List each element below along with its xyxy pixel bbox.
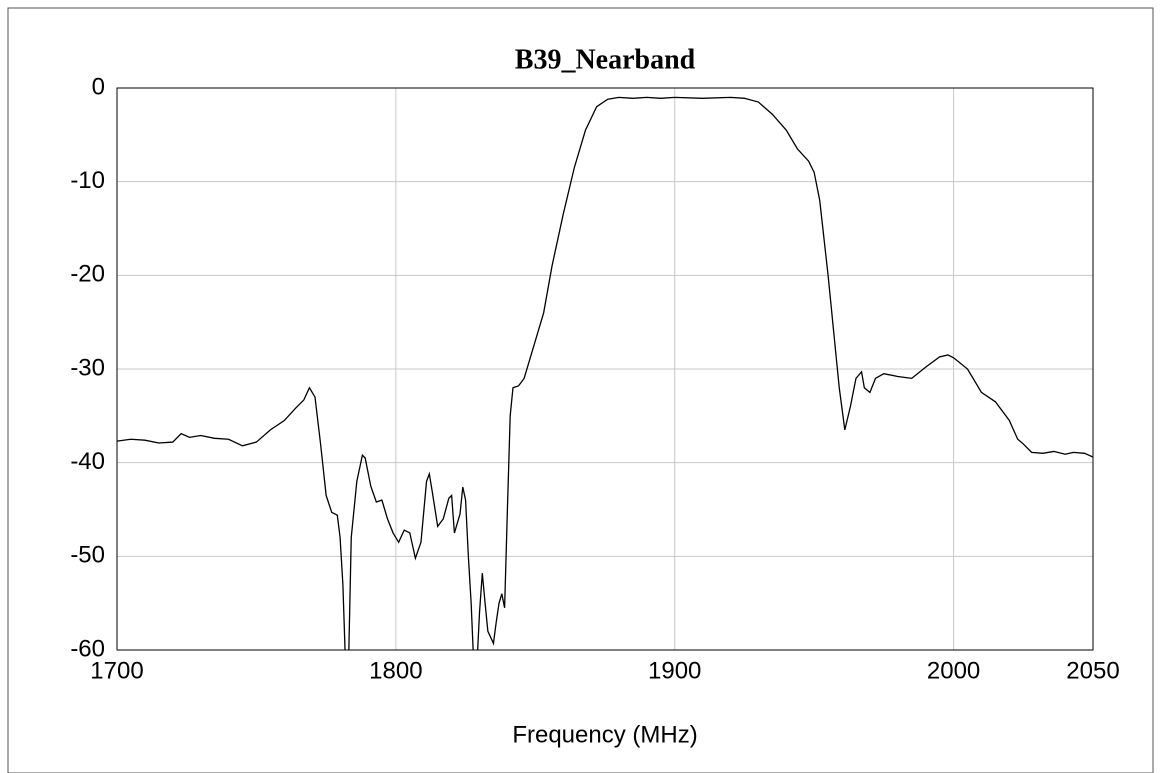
frame bbox=[7, 7, 1154, 773]
x-axis-label: Frequency (MHz) bbox=[512, 721, 697, 748]
x-tick-label: 1800 bbox=[369, 657, 422, 684]
x-tick-label: 1900 bbox=[648, 657, 701, 684]
x-tick-label: 2050 bbox=[1066, 657, 1119, 684]
y-tick-label: -30 bbox=[70, 354, 105, 381]
chart-title: B39_Nearband bbox=[515, 44, 696, 75]
plot-border bbox=[116, 87, 1094, 651]
x-tick-label: 2000 bbox=[927, 657, 980, 684]
y-tick-label: 0 bbox=[92, 73, 105, 100]
y-tick-label: -50 bbox=[70, 542, 105, 569]
x-tick-label: 1700 bbox=[90, 657, 143, 684]
y-tick-label: -40 bbox=[70, 448, 105, 475]
data-line bbox=[117, 96, 1093, 650]
y-tick-label: -10 bbox=[70, 167, 105, 194]
y-tick-label: -60 bbox=[70, 635, 105, 662]
y-tick-label: -20 bbox=[70, 261, 105, 288]
